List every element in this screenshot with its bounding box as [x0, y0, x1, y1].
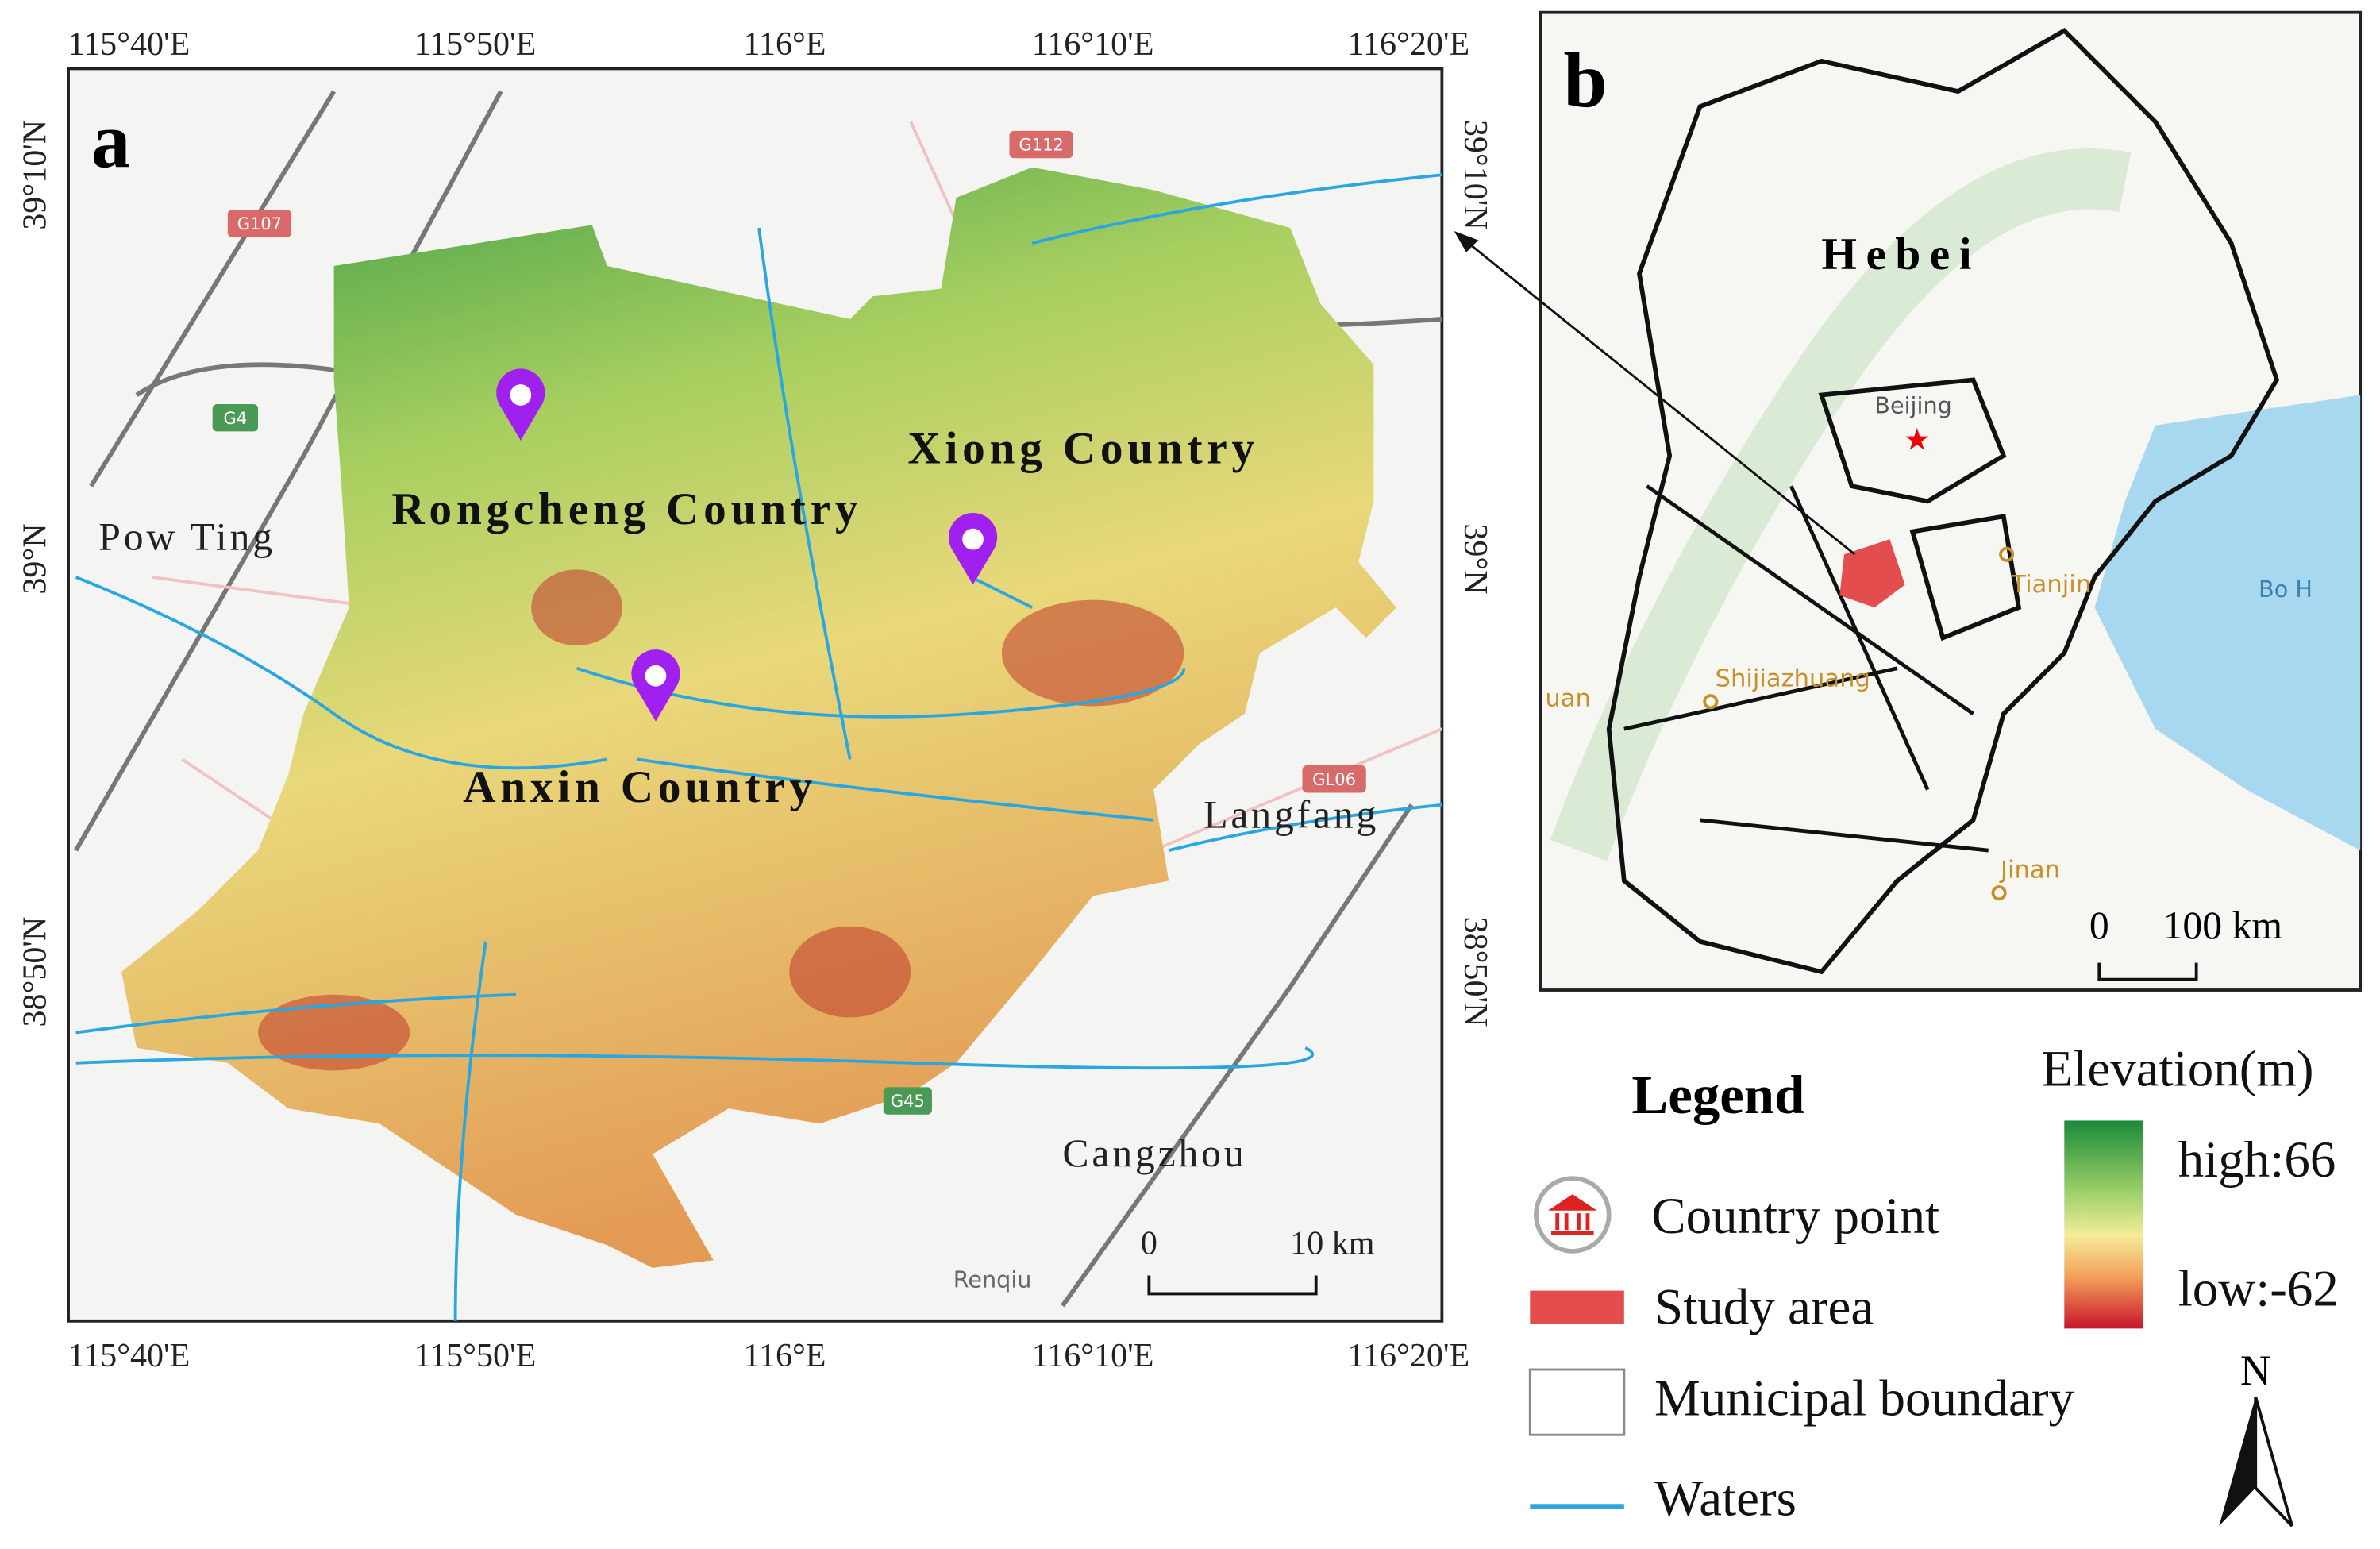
legend-item: Waters — [1654, 1470, 1797, 1528]
city-label: Jinan — [1999, 857, 2060, 884]
coordinate-label: 116°10'E — [1032, 1338, 1154, 1374]
panel-label: a — [91, 97, 131, 185]
road-label: G112 — [1019, 135, 1063, 155]
elevation-ramp — [2064, 1120, 2143, 1329]
locator-arrow-head — [1454, 231, 1479, 252]
city-label: Pow Ting — [98, 515, 275, 559]
city-label: Shijiazhuang — [1716, 665, 1870, 693]
legend-item: Municipal boundary — [1654, 1370, 2074, 1427]
road-label: G107 — [237, 214, 282, 233]
coordinate-label: 38°50'N — [1457, 917, 1493, 1027]
legend-icon — [1547, 1194, 1597, 1235]
coordinate-label: 39°N — [17, 523, 53, 594]
city-label: Tianjin — [2010, 571, 2091, 599]
scale-bar: 0 10 km — [1141, 1226, 1375, 1296]
elevation-title: Elevation(m) — [2042, 1040, 2314, 1097]
province-label: Hebei — [1821, 229, 1981, 279]
scale-bar: 0 100 km — [2089, 904, 2283, 981]
scale-label: 100 km — [2163, 904, 2283, 947]
country-markers — [496, 368, 998, 722]
legend-item: Country point — [1651, 1188, 1939, 1245]
graticule-labels: 115°40'E 115°40'E 115°50'E 115°50'E 116°E 116… — [17, 26, 1493, 1374]
coordinate-label: 115°50'E — [414, 26, 537, 63]
city-label: Langfang — [1203, 792, 1379, 836]
scale-label: 0 — [1141, 1226, 1157, 1262]
road-label: G4 — [224, 408, 248, 428]
place-label: Xiong Country — [907, 424, 1259, 474]
coordinate-label: 116°E — [743, 1338, 826, 1374]
coordinate-label: 39°10'N — [17, 120, 53, 230]
coordinate-label: 116°E — [743, 26, 826, 63]
rivers — [75, 173, 1442, 1321]
scale-label: 0 — [2089, 904, 2109, 947]
coordinate-label: 115°40'E — [68, 26, 191, 63]
coordinate-label: 115°50'E — [414, 1338, 537, 1374]
road-label: G45 — [891, 1091, 925, 1111]
study-area-inset — [1839, 539, 1905, 608]
coordinate-label: 39°10'N — [1457, 120, 1493, 230]
city-label: Renqiu — [953, 1266, 1032, 1293]
locator-arrow — [1464, 239, 1856, 556]
capital-star: ★ — [1904, 423, 1931, 457]
place-label: Anxin Country — [463, 762, 817, 812]
coordinate-label: 116°20'E — [1348, 26, 1470, 63]
city-label: Cangzhou — [1062, 1131, 1246, 1175]
panel-label: b — [1563, 36, 1607, 124]
legend-item: Study area — [1654, 1279, 1874, 1336]
municipal-boundaries — [1606, 28, 2280, 975]
north-arrow — [2254, 1396, 2293, 1528]
elevation-high: high:66 — [2178, 1131, 2336, 1189]
elevation-low: low:-62 — [2178, 1261, 2339, 1318]
legend-swatch — [1530, 1290, 1624, 1324]
legend-icon — [1534, 1176, 1612, 1254]
sea-label: Bo H — [2259, 576, 2313, 603]
sea — [2094, 395, 2361, 851]
legend-swatch — [1528, 1368, 1626, 1436]
city-label: Beijing — [1874, 391, 1952, 418]
mountains — [1550, 148, 2132, 861]
coordinate-label: 115°40'E — [68, 1338, 191, 1374]
north-arrow — [2219, 1397, 2256, 1526]
place-label: Rongcheng Country — [391, 484, 862, 534]
north-label: N — [2240, 1347, 2271, 1394]
municipal-boundaries — [1623, 484, 1989, 853]
coordinate-label: 116°10'E — [1032, 26, 1154, 63]
road-shields: G112 G107 G4 G45 GL06 — [212, 130, 1366, 1115]
road-label: GL06 — [1312, 769, 1356, 789]
study-area — [121, 167, 1397, 1268]
coordinate-label: 39°N — [1457, 523, 1493, 594]
coordinate-label: 38°50'N — [17, 917, 53, 1027]
city-label: uan — [1545, 684, 1591, 712]
legend-title: Legend — [1631, 1065, 1804, 1125]
coordinate-label: 116°20'E — [1348, 1338, 1470, 1374]
low-elevation-patches — [258, 569, 1184, 1071]
scale-label: 10 km — [1290, 1226, 1375, 1262]
